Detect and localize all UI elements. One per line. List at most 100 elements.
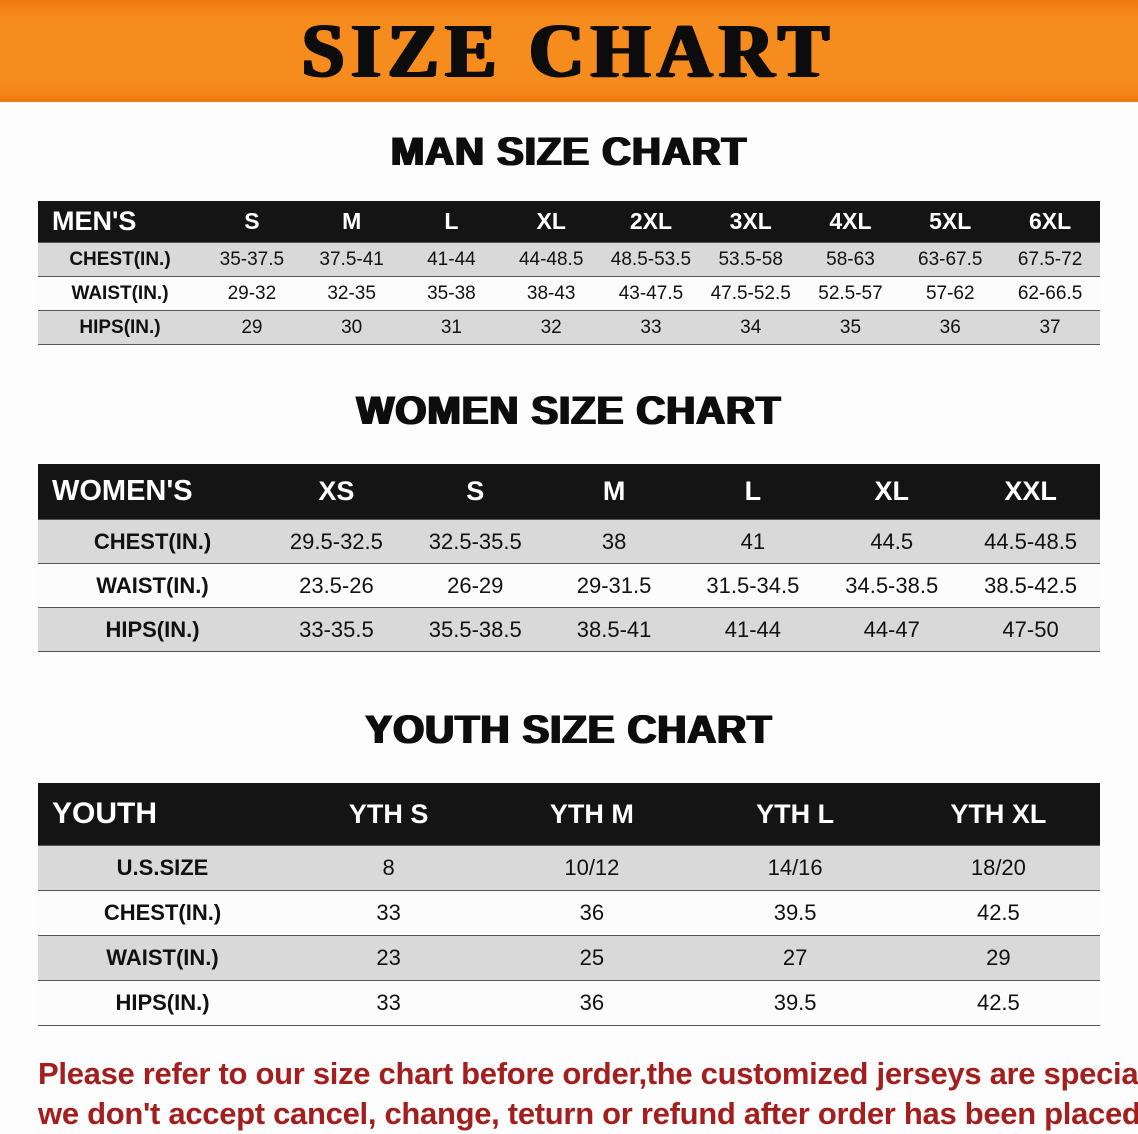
- size-value-cell: 32.5-35.5: [428, 528, 522, 554]
- row-label-cell: WAIST(IN.): [106, 945, 219, 970]
- size-column-header: XL: [874, 476, 909, 506]
- size-column-header: 5XL: [929, 208, 972, 234]
- size-value-cell: 44.5-48.5: [984, 528, 1078, 554]
- size-column-header: 3XL: [729, 208, 772, 234]
- table-title-cell: YOUTH: [52, 797, 157, 830]
- banner: SIZE CHART: [0, 0, 1138, 102]
- size-value-cell: 42.5: [976, 990, 1020, 1015]
- size-value-cell: 33: [640, 316, 662, 338]
- row-label-cell: U.S.SIZE: [116, 855, 209, 880]
- size-value-cell: 31: [440, 316, 462, 338]
- size-value-cell: 23.5-26: [299, 572, 374, 598]
- size-column-header: YTH M: [549, 798, 634, 829]
- size-value-cell: 67.5-72: [1017, 248, 1083, 270]
- size-value-cell: 62-66.5: [1017, 282, 1083, 304]
- youth-size-section: YOUTH SIZE CHART YOUTH YTH S YTH M YTH L YTH…: [0, 708, 1138, 1026]
- size-column-header: M: [342, 208, 362, 234]
- table-header-row: YOUTH YTH S YTH M YTH L YTH XL: [38, 783, 1100, 846]
- measurement-row: CHEST(IN.) 29.5-32.5 32.5-35.5 38 41 44.5 44.5…: [38, 519, 1100, 564]
- row-label-cell: CHEST(IN.): [103, 900, 222, 925]
- size-value-cell: 35: [839, 316, 862, 338]
- row-label-cell: CHEST(IN.): [93, 528, 212, 554]
- size-value-cell: 26-29: [447, 572, 504, 598]
- order-notice: Please refer to our size chart before or…: [0, 1054, 1138, 1134]
- size-value-cell: 41-44: [724, 616, 782, 642]
- youth-section-heading: YOUTH SIZE CHART: [365, 708, 773, 752]
- women-size-table: WOMEN'S XS S M L XL XXL CHEST(IN.) 29.5-32.5 32.5…: [38, 464, 1100, 652]
- size-value-cell: 32-35: [327, 282, 376, 304]
- size-value-cell: 14/16: [767, 855, 823, 880]
- size-value-cell: 47.5-52.5: [710, 282, 791, 304]
- size-value-cell: 18/20: [970, 855, 1026, 880]
- size-value-cell: 44.5: [870, 528, 914, 554]
- table-title-cell: MEN'S: [52, 206, 137, 236]
- measurement-row: WAIST(IN.) 23 25 27 29: [38, 935, 1100, 981]
- row-label-cell: HIPS(IN.): [115, 990, 210, 1015]
- size-value-cell: 38.5-41: [576, 616, 652, 642]
- measurement-row: U.S.SIZE 8 10/12 14/16 18/20: [38, 845, 1100, 891]
- men-size-table: MEN'S S M L XL 2XL 3XL 4XL 5XL 6XL CHEST(IN.) 35-37…: [38, 201, 1100, 345]
- size-value-cell: 37.5-41: [319, 248, 384, 270]
- size-column-header: XL: [536, 208, 566, 234]
- notice-line-1: Please refer to our size chart before or…: [38, 1056, 1138, 1091]
- row-label-cell: CHEST(IN.): [69, 248, 171, 270]
- size-column-header: XS: [318, 476, 355, 506]
- size-value-cell: 57-62: [925, 282, 975, 304]
- size-value-cell: 36: [579, 990, 605, 1015]
- size-column-header: M: [602, 476, 626, 506]
- size-value-cell: 44-47: [863, 616, 920, 642]
- size-value-cell: 52.5-57: [818, 282, 883, 304]
- row-label-cell: WAIST(IN.): [96, 572, 209, 598]
- size-value-cell: 27: [782, 945, 808, 970]
- size-value-cell: 33: [376, 990, 401, 1015]
- size-value-cell: 33: [376, 900, 401, 925]
- size-value-cell: 38.5-42.5: [984, 572, 1078, 598]
- size-value-cell: 39.5: [773, 900, 817, 925]
- size-value-cell: 36: [939, 316, 961, 338]
- size-value-cell: 53.5-58: [718, 248, 783, 270]
- size-column-header: YTH XL: [950, 798, 1047, 829]
- row-label-cell: WAIST(IN.): [71, 282, 169, 304]
- page-title: SIZE CHART: [301, 8, 836, 93]
- size-value-cell: 35-37.5: [219, 248, 285, 270]
- measurement-row: CHEST(IN.) 35-37.5 37.5-41 41-44 44-48.5 48.5…: [38, 242, 1100, 277]
- size-value-cell: 29: [986, 945, 1011, 970]
- table-title-cell: WOMEN'S: [52, 475, 193, 507]
- size-value-cell: 10/12: [564, 855, 620, 880]
- size-value-cell: 29: [241, 316, 263, 338]
- measurement-row: WAIST(IN.) 23.5-26 26-29 29-31.5 31.5-34.5 34…: [38, 563, 1100, 608]
- size-value-cell: 37: [1039, 316, 1061, 338]
- size-value-cell: 29.5-32.5: [289, 528, 383, 554]
- size-column-header: L: [744, 476, 762, 506]
- table-header-row: MEN'S S M L XL 2XL 3XL 4XL 5XL 6XL: [38, 201, 1100, 243]
- size-value-cell: 38-43: [526, 282, 576, 304]
- size-value-cell: 30: [341, 316, 363, 338]
- size-value-cell: 29-32: [227, 282, 277, 304]
- size-value-cell: 38: [601, 528, 627, 554]
- measurement-row: WAIST(IN.) 29-32 32-35 35-38 38-43 43-47.5 47.…: [38, 276, 1100, 311]
- size-value-cell: 43-47.5: [618, 282, 684, 304]
- measurement-row: HIPS(IN.) 33-35.5 35.5-38.5 38.5-41 41-44 44-…: [38, 607, 1100, 652]
- size-column-header: S: [244, 208, 260, 234]
- size-column-header: YTH S: [348, 798, 429, 829]
- size-column-header: L: [444, 208, 459, 234]
- women-section-heading: WOMEN SIZE CHART: [356, 389, 782, 433]
- size-value-cell: 33-35.5: [299, 616, 374, 642]
- size-column-header: 6XL: [1028, 208, 1072, 234]
- men-section-heading: MAN SIZE CHART: [390, 130, 748, 174]
- size-column-header: XXL: [1004, 476, 1057, 506]
- table-header-row: WOMEN'S XS S M L XL XXL: [38, 464, 1100, 520]
- size-value-cell: 32: [540, 316, 562, 338]
- size-column-header: 4XL: [829, 208, 872, 234]
- size-value-cell: 35.5-38.5: [428, 616, 522, 642]
- size-value-cell: 34: [740, 316, 762, 338]
- size-value-cell: 47-50: [1002, 616, 1059, 642]
- measurement-row: HIPS(IN.) 33 36 39.5 42.5: [38, 980, 1100, 1026]
- size-value-cell: 34.5-38.5: [845, 572, 939, 598]
- youth-size-table: YOUTH YTH S YTH M YTH L YTH XL U.S.SIZE 8 10/12…: [38, 783, 1100, 1026]
- size-value-cell: 58-63: [826, 248, 875, 270]
- size-value-cell: 36: [579, 900, 605, 925]
- row-label-cell: HIPS(IN.): [105, 616, 200, 642]
- size-value-cell: 41-44: [427, 248, 476, 270]
